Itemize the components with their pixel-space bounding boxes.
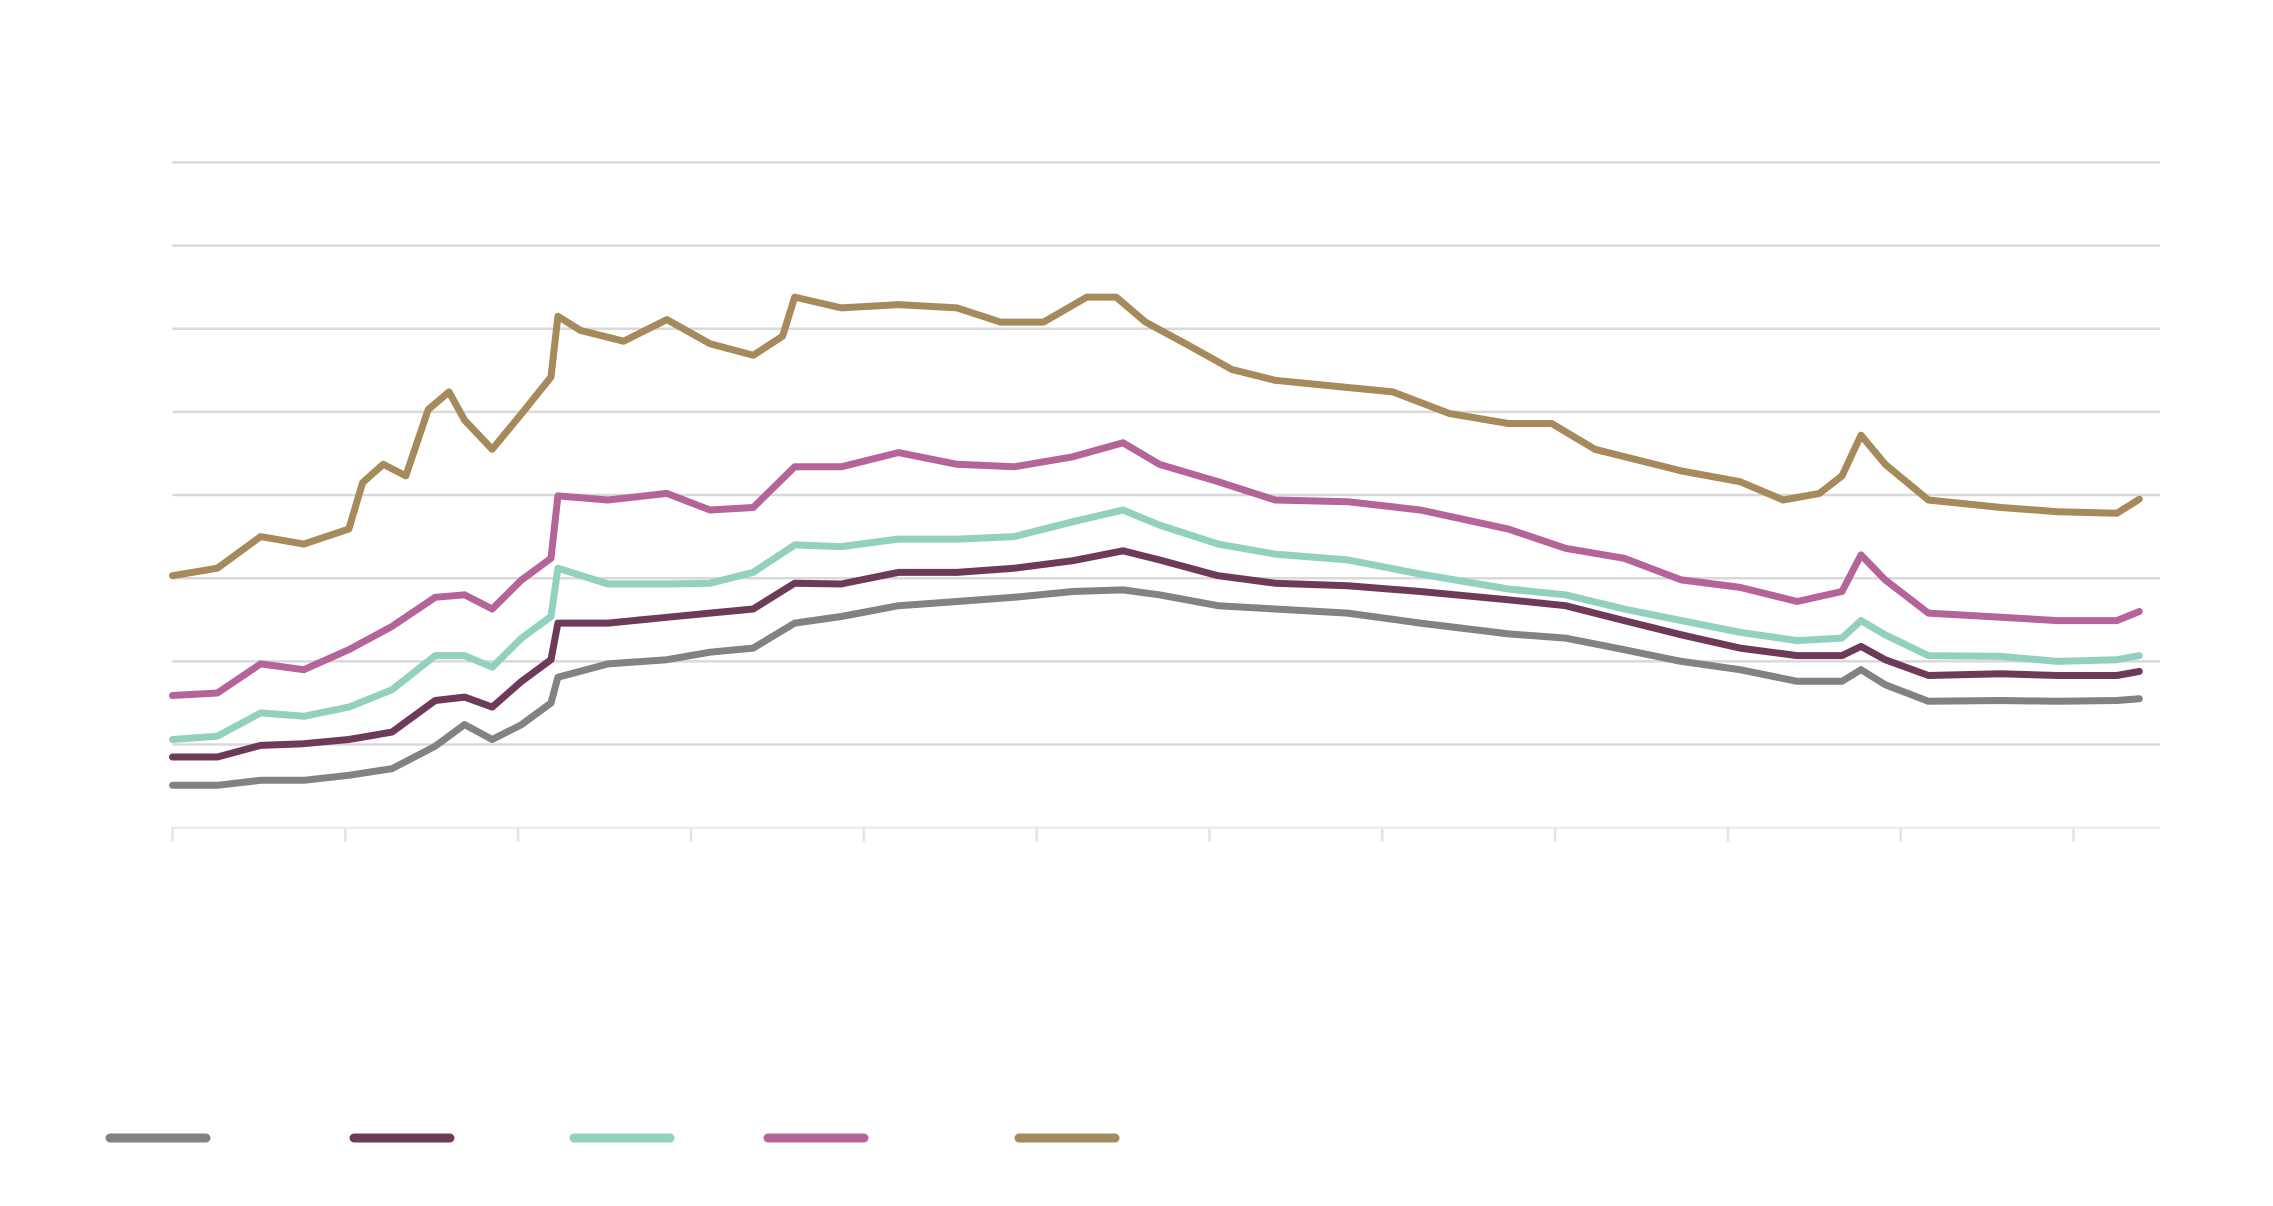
series-line [169, 547, 2143, 761]
series-line [169, 293, 2143, 580]
series-line [169, 506, 2143, 743]
series-line [169, 586, 2143, 789]
series-line [169, 439, 2143, 699]
